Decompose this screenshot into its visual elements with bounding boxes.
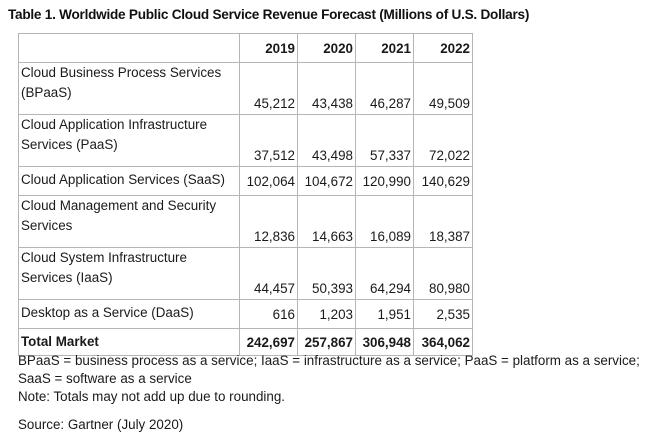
source-note: Source: Gartner (July 2020) — [18, 417, 184, 432]
table-row: Cloud Application Services (SaaS) 102,06… — [18, 166, 473, 196]
value-cell: 120,990 — [355, 166, 414, 196]
value-cell: 43,438 — [297, 62, 356, 115]
total-value-cell: 364,062 — [413, 328, 473, 356]
row-label: Cloud Application Services (SaaS) — [18, 166, 240, 196]
value-cell: 1,951 — [355, 299, 414, 329]
value-cell: 49,509 — [413, 62, 473, 115]
table-row: Desktop as a Service (DaaS) 616 1,203 1,… — [18, 299, 473, 329]
table-row: Cloud System Infrastructure Services (Iaa… — [18, 247, 473, 300]
value-cell: 45,212 — [239, 62, 298, 115]
value-cell: 12,836 — [239, 195, 298, 248]
table-row: Cloud Business Process Services (BPaaS) 4… — [18, 62, 473, 115]
rounding-note: Note: Totals may not add up due to round… — [18, 389, 286, 405]
table-row: Cloud Management and Security Services 12… — [18, 195, 473, 248]
table-row: Cloud Application Infrastructure Services… — [18, 114, 473, 167]
header-row: 2019 2020 2021 2022 — [18, 33, 473, 63]
year-header: 2022 — [413, 33, 473, 63]
value-cell: 72,022 — [413, 114, 473, 167]
value-cell: 102,064 — [239, 166, 298, 196]
total-value-cell: 242,697 — [239, 328, 298, 356]
value-cell: 37,512 — [239, 114, 298, 167]
total-value-cell: 306,948 — [355, 328, 414, 356]
header-label-cell — [18, 33, 240, 63]
abbreviations-note: BPaaS = business process as a service; I… — [18, 353, 640, 387]
year-header: 2019 — [239, 33, 298, 63]
value-cell: 46,287 — [355, 62, 414, 115]
value-cell: 80,980 — [413, 247, 473, 300]
total-row: Total Market 242,697 257,867 306,948 364… — [18, 328, 473, 356]
value-cell: 64,294 — [355, 247, 414, 300]
value-cell: 1,203 — [297, 299, 356, 329]
value-cell: 44,457 — [239, 247, 298, 300]
row-label: Cloud Management and Security Services — [18, 195, 240, 248]
row-label: Cloud Business Process Services (BPaaS) — [18, 62, 240, 115]
value-cell: 616 — [239, 299, 298, 329]
table-notes: BPaaS = business process as a service; I… — [18, 352, 658, 407]
value-cell: 43,498 — [297, 114, 356, 167]
value-cell: 14,663 — [297, 195, 356, 248]
year-header: 2020 — [297, 33, 356, 63]
row-label: Cloud Application Infrastructure Services… — [18, 114, 240, 167]
value-cell: 18,387 — [413, 195, 473, 248]
year-header: 2021 — [355, 33, 414, 63]
value-cell: 57,337 — [355, 114, 414, 167]
value-cell: 140,629 — [413, 166, 473, 196]
value-cell: 50,393 — [297, 247, 356, 300]
table-title: Table 1. Worldwide Public Cloud Service … — [8, 7, 530, 22]
total-label: Total Market — [18, 328, 240, 356]
row-label: Cloud System Infrastructure Services (Iaa… — [18, 247, 240, 300]
value-cell: 104,672 — [297, 166, 356, 196]
value-cell: 2,535 — [413, 299, 473, 329]
value-cell: 16,089 — [355, 195, 414, 248]
revenue-forecast-table: 2019 2020 2021 2022 Cloud Business Proce… — [18, 33, 473, 356]
row-label: Desktop as a Service (DaaS) — [18, 299, 240, 329]
